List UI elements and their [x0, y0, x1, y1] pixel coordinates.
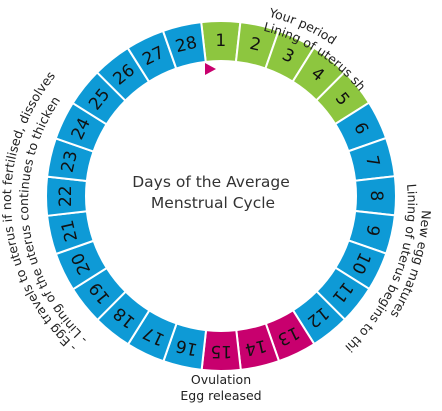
day-number-1: 1: [215, 31, 226, 51]
day-number-14: 14: [243, 335, 269, 359]
center-title-line-2: Menstrual Cycle: [151, 194, 275, 212]
day-number-7: 7: [361, 154, 383, 169]
ovulation-label-line-2: Egg released: [180, 388, 261, 403]
day-number-8: 8: [366, 190, 386, 201]
day-number-22: 22: [56, 185, 76, 207]
center-title-line-1: Days of the Average: [132, 173, 290, 191]
day-number-16: 16: [174, 335, 200, 359]
day-number-15: 15: [210, 341, 232, 361]
cycle-start-marker-icon: [205, 63, 216, 75]
day-number-21: 21: [58, 218, 82, 244]
day-number-9: 9: [361, 223, 383, 238]
ovulation-label-line-1: Ovulation: [191, 372, 251, 387]
day-number-28: 28: [174, 33, 200, 57]
day-number-23: 23: [58, 149, 82, 175]
day-number-2: 2: [248, 34, 263, 56]
day-ring: [44, 19, 398, 373]
day-segment-28: [161, 21, 207, 70]
